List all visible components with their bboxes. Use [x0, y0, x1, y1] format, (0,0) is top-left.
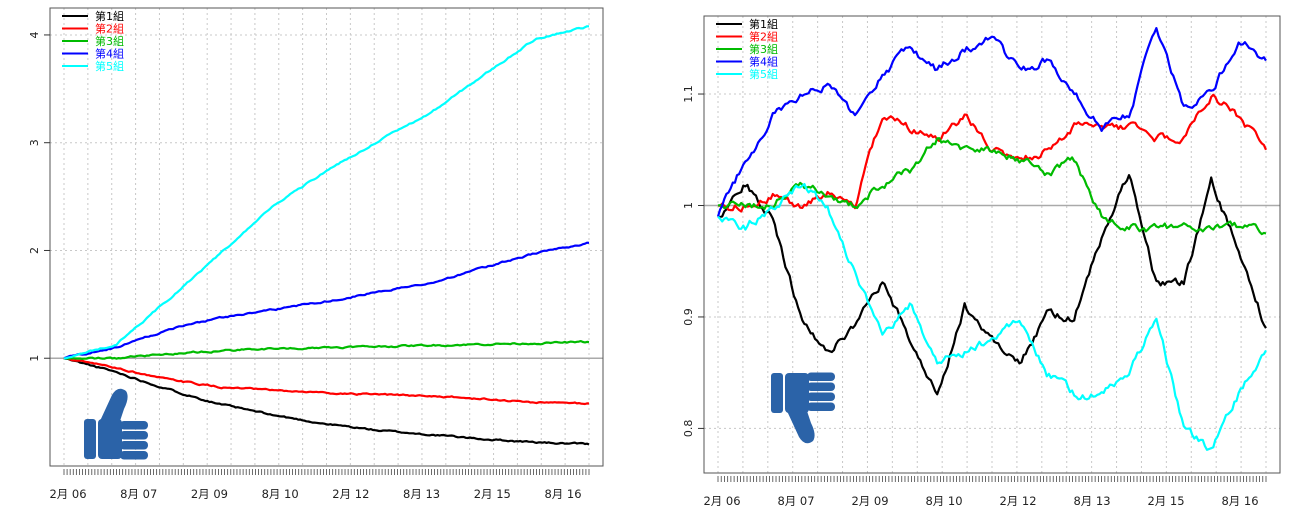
series-line-4	[716, 27, 1267, 217]
finger-3	[807, 382, 835, 391]
thumb-digit	[100, 388, 128, 421]
plot-frame	[49, 7, 604, 467]
legend-label-5: 第5組	[749, 67, 778, 81]
y-tick-label: 1.1	[682, 85, 695, 103]
series-line-3	[717, 137, 1267, 236]
legend-label-2: 第2組	[749, 30, 778, 44]
x-tick-label: 8月 13	[1073, 494, 1110, 508]
legend-label-4: 第4組	[749, 55, 778, 69]
x-tick-label: 2月 15	[474, 487, 511, 501]
finger-3	[120, 441, 148, 450]
finger-1	[120, 421, 148, 430]
series-line-5	[63, 25, 589, 360]
series-line-1	[717, 174, 1267, 396]
thumb-cuff	[84, 419, 96, 459]
x-tick-label: 8月 10	[262, 487, 299, 501]
x-tick-label: 2月 06	[49, 487, 86, 501]
thumb-palm	[98, 419, 122, 459]
y-tick-label: 3	[28, 139, 41, 146]
finger-2	[807, 392, 835, 401]
finger-1	[807, 402, 835, 411]
x-tick-label: 2月 09	[191, 487, 228, 501]
x-tick-label: 8月 13	[403, 487, 440, 501]
series-line-1	[63, 357, 590, 446]
y-tick-label: 2	[28, 247, 41, 254]
legend-label-3: 第3組	[95, 34, 124, 48]
legend-label-1: 第1組	[95, 9, 124, 23]
legend-label-5: 第5組	[95, 59, 124, 73]
x-tick-label: 8月 16	[544, 487, 581, 501]
x-tick-label: 8月 07	[120, 487, 157, 501]
legend-label-4: 第4組	[95, 47, 124, 61]
legend-label-1: 第1組	[749, 17, 778, 31]
finger-2	[120, 431, 148, 440]
x-tick-label: 8月 10	[925, 494, 962, 508]
right-chart-panel: 0.8 0.9 1 1.1 2月 06 8月 07 2月 09 8月 10 2月 12 8月 13…	[648, 0, 1296, 519]
thumb-cuff	[771, 373, 783, 413]
legend-label-2: 第2組	[95, 22, 124, 36]
finger-4	[807, 372, 835, 381]
y-tick-label: 1	[28, 355, 41, 362]
series-line-2	[63, 357, 590, 406]
x-tick-label: 2月 12	[332, 487, 369, 501]
x-tick-label: 8月 16	[1221, 494, 1258, 508]
thumbs-down-icon	[771, 372, 835, 444]
plot-frame	[703, 15, 1281, 474]
x-tick-label: 2月 09	[851, 494, 888, 508]
x-tick-label: 2月 12	[999, 494, 1036, 508]
x-tick-label: 8月 07	[777, 494, 814, 508]
y-tick-label: 0.8	[682, 420, 695, 438]
thumb-digit	[787, 411, 815, 444]
right-line-chart: 0.8 0.9 1 1.1 2月 06 8月 07 2月 09 8月 10 2月 12 8月 13…	[682, 15, 1281, 508]
left-chart-panel: 1 2 3 4 2月 06 8月 07 2月 09 8月 10 2月 12 8月 13 2月 15 8…	[0, 0, 620, 519]
legend-label-3: 第3組	[749, 42, 778, 56]
series-line-4	[63, 241, 590, 360]
finger-4	[120, 451, 148, 460]
thumbs-up-icon	[84, 388, 148, 460]
y-tick-label: 4	[28, 31, 41, 38]
x-tick-label: 2月 06	[703, 494, 740, 508]
series-line-3	[63, 340, 590, 360]
thumb-palm	[785, 373, 809, 413]
y-tick-label: 0.9	[682, 308, 695, 326]
x-tick-label: 2月 15	[1147, 494, 1184, 508]
series-line-5	[717, 183, 1267, 451]
y-tick-label: 1	[682, 202, 695, 209]
left-line-chart: 1 2 3 4 2月 06 8月 07 2月 09 8月 10 2月 12 8月 13 2月 15 8…	[28, 7, 604, 501]
